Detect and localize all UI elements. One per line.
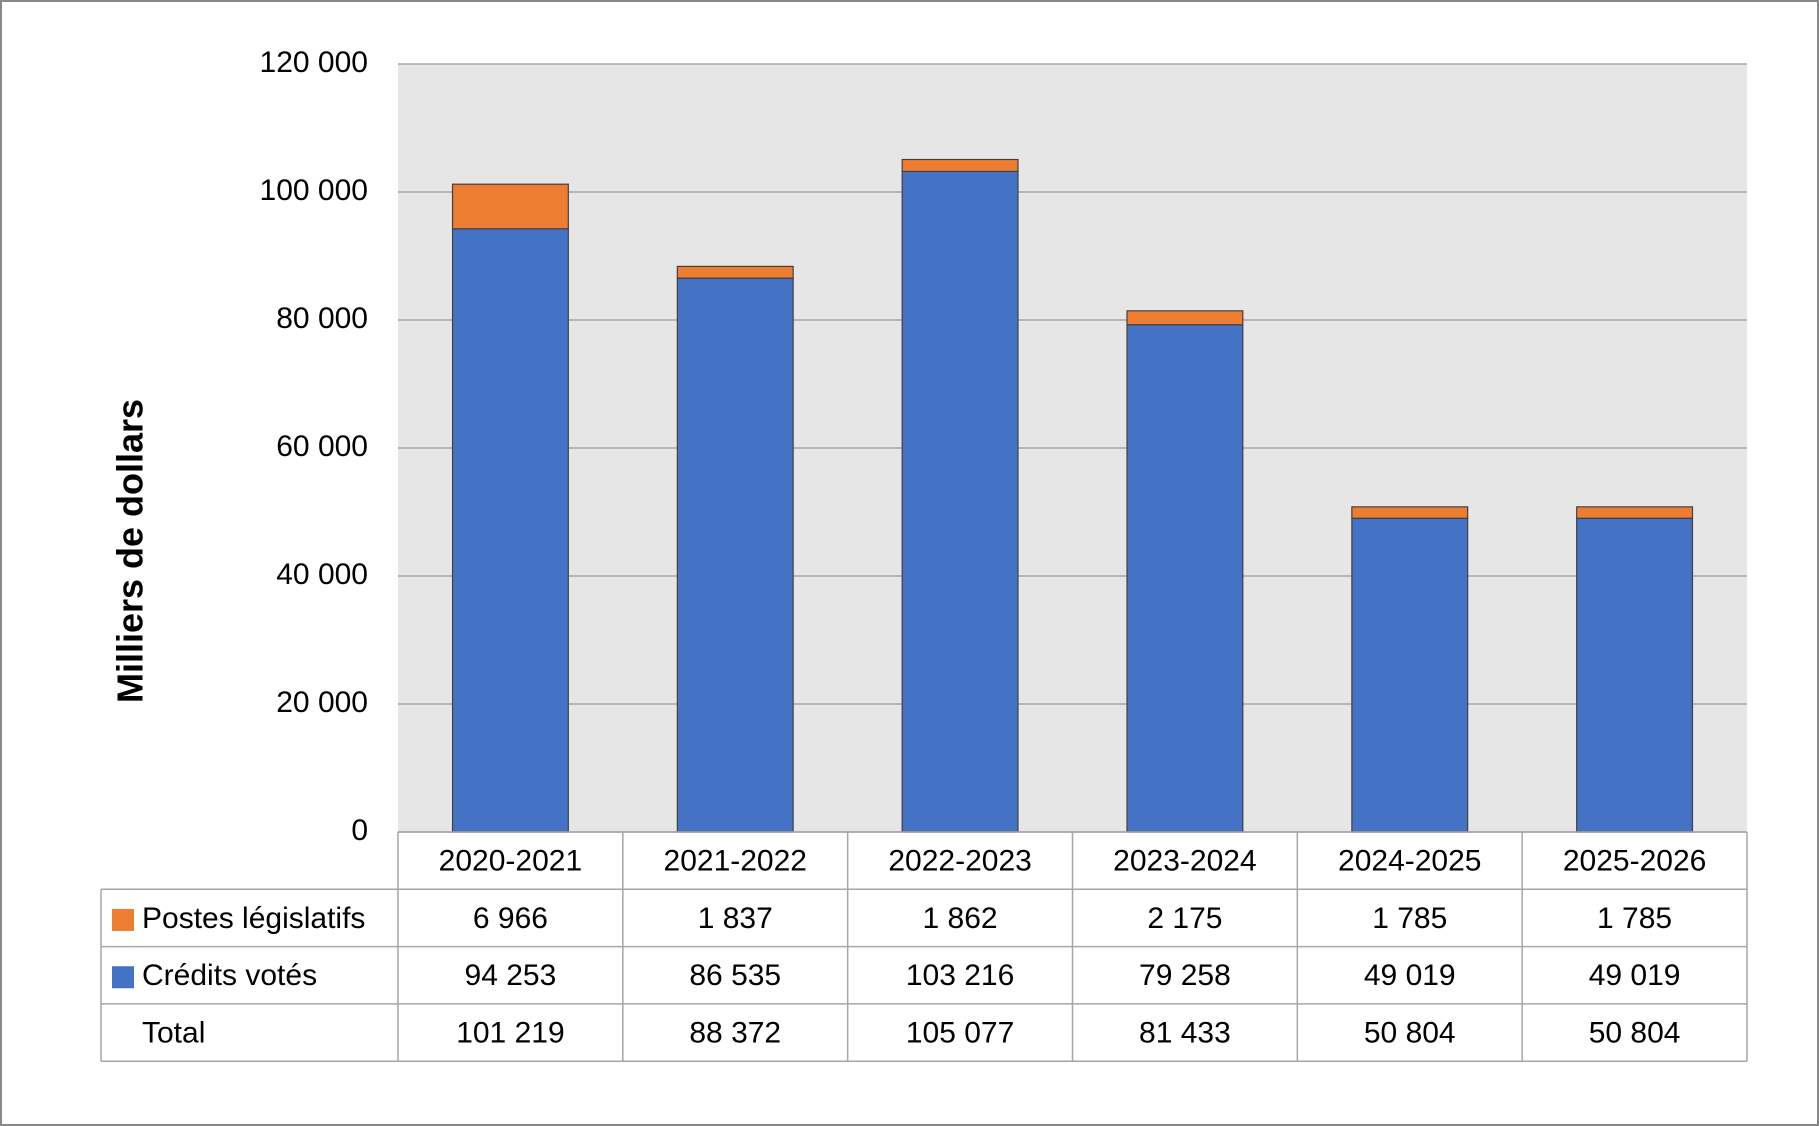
table-value: 50 804 [1589, 1016, 1681, 1049]
bar-segment [1576, 506, 1694, 519]
bar-segment [451, 228, 569, 833]
bar-segment [676, 277, 794, 833]
x-tick-label: 2024-2025 [1338, 845, 1481, 878]
bar-segment [901, 158, 1019, 173]
bar-segment [901, 170, 1019, 833]
table-row-label: Crédits votés [142, 959, 317, 992]
table-value: 50 804 [1364, 1016, 1456, 1049]
y-tick-label: 120 000 [260, 46, 368, 79]
bar-segment [1126, 324, 1244, 833]
x-tick-label: 2025-2026 [1563, 845, 1706, 878]
table-value: 1 785 [1372, 902, 1447, 935]
table-value: 6 966 [473, 902, 548, 935]
x-tick-label: 2021-2022 [664, 845, 807, 878]
table-row-label: Total [142, 1016, 205, 1049]
bar-segment [1351, 517, 1469, 833]
table-value: 103 216 [906, 959, 1014, 992]
table-row-label: Postes législatifs [142, 902, 365, 935]
bar-segment [1576, 517, 1694, 833]
y-tick-label: 80 000 [276, 302, 368, 335]
table-value: 1 862 [923, 902, 998, 935]
table-value: 79 258 [1139, 959, 1231, 992]
x-tick-label: 2023-2024 [1113, 845, 1256, 878]
table-value: 105 077 [906, 1016, 1014, 1049]
x-tick-label: 2022-2023 [888, 845, 1031, 878]
legend-swatch [112, 966, 134, 989]
bar-segment [1126, 310, 1244, 326]
y-tick-label: 0 [351, 814, 368, 847]
bar-segment [451, 183, 569, 230]
y-axis-title: Milliers de dollars [110, 399, 151, 703]
bar-segment [676, 265, 794, 279]
x-tick-label: 2020-2021 [439, 845, 582, 878]
bar-segment [1351, 506, 1469, 519]
table-value: 49 019 [1589, 959, 1681, 992]
table-value: 1 837 [698, 902, 773, 935]
y-tick-label: 60 000 [276, 430, 368, 463]
table-value: 86 535 [689, 959, 781, 992]
table-value: 88 372 [689, 1016, 781, 1049]
table-value: 94 253 [465, 959, 557, 992]
table-value: 49 019 [1364, 959, 1456, 992]
y-tick-label: 100 000 [260, 174, 368, 207]
legend-swatch [112, 908, 134, 931]
y-tick-label: 20 000 [276, 686, 368, 719]
table-value: 2 175 [1147, 902, 1222, 935]
table-value: 81 433 [1139, 1016, 1231, 1049]
y-tick-label: 40 000 [276, 558, 368, 591]
table-value: 101 219 [456, 1016, 564, 1049]
table-value: 1 785 [1597, 902, 1672, 935]
